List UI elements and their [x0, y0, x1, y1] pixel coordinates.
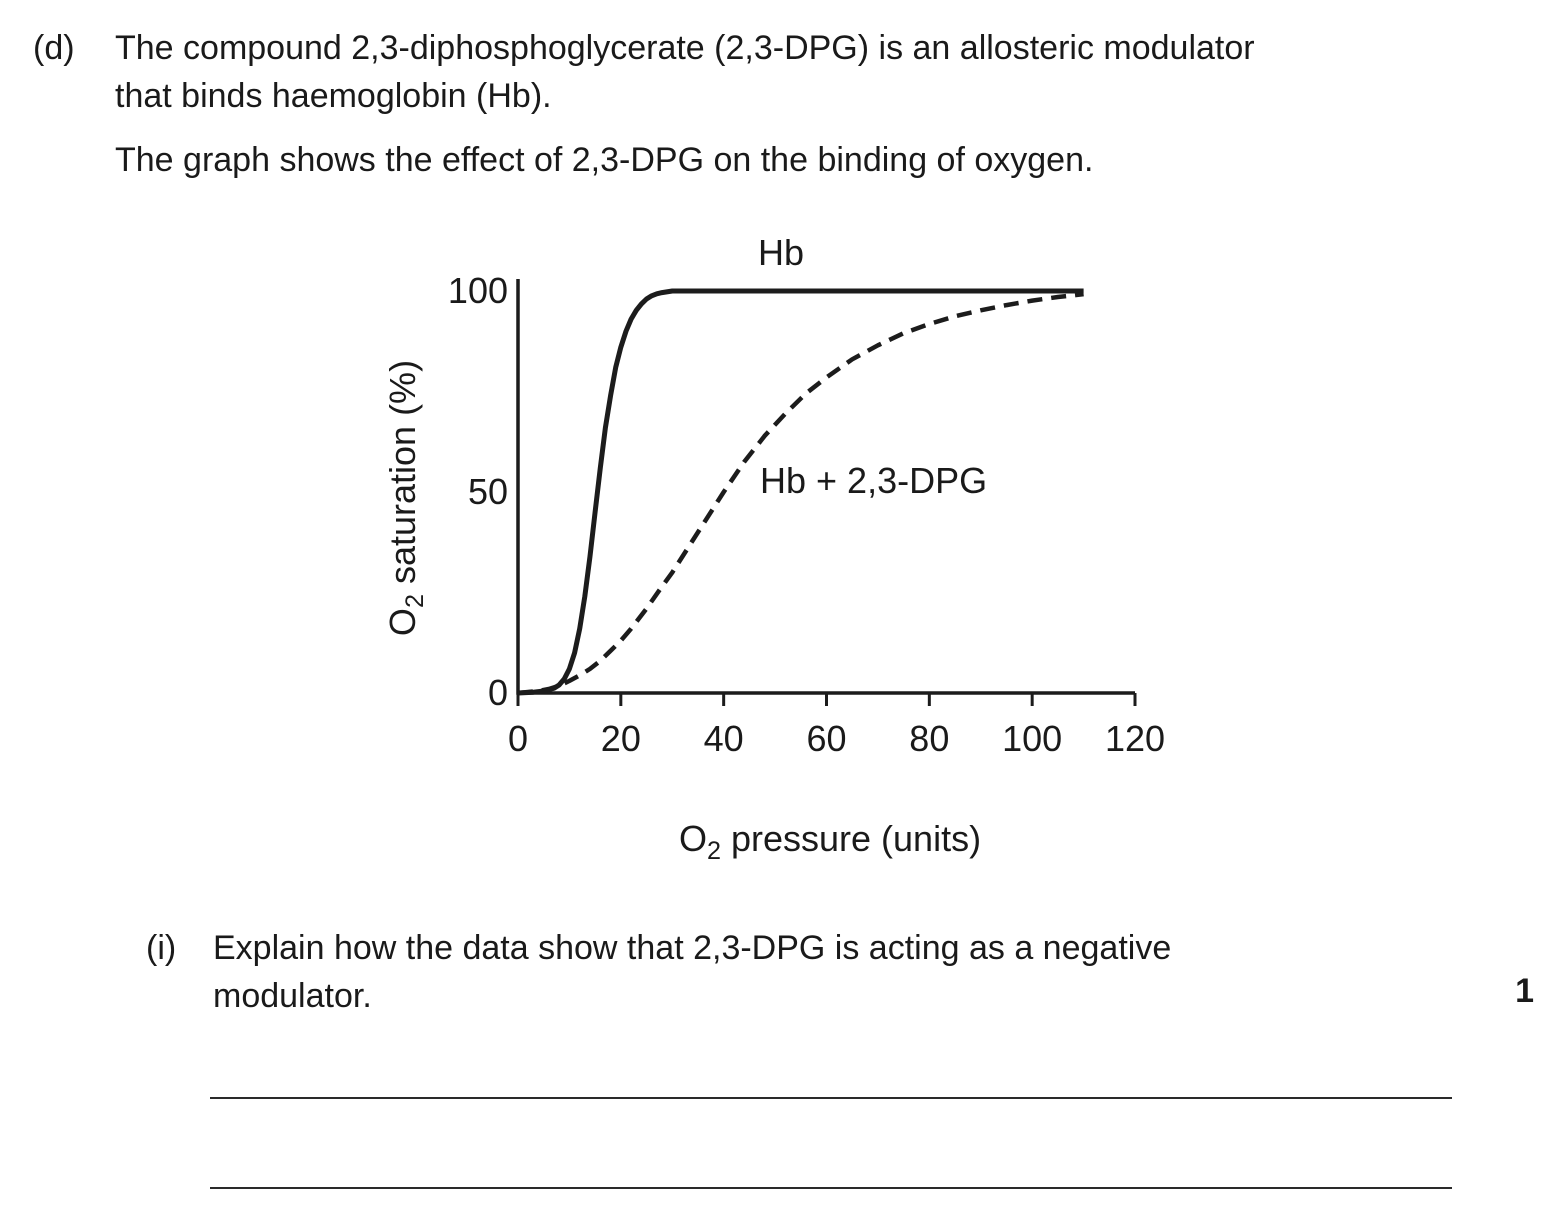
answer-line — [210, 1097, 1452, 1099]
x-axis-label: O2 pressure (units) — [678, 818, 982, 864]
question-intro-line-1: The compound 2,3-diphosphoglycerate (2,3… — [115, 29, 1255, 67]
x-axis-label-text: O — [678, 818, 707, 859]
y-tick-label: 50 — [467, 471, 508, 512]
subquestion-label: (i) — [146, 929, 177, 967]
question-part-label: (d) — [33, 29, 75, 67]
subquestion-line-2: modulator. — [213, 977, 372, 1015]
question-intro-line-2: that binds haemoglobin (Hb). — [115, 77, 552, 115]
x-axis-label-subscript: 2 — [706, 837, 721, 866]
x-tick-label: 20 — [600, 718, 641, 759]
subquestion-line-1: Explain how the data show that 2,3-DPG i… — [213, 929, 1172, 967]
y-axis-label-rest: saturation (%) — [382, 359, 423, 595]
graph-caption: The graph shows the effect of 2,3-DPG on… — [115, 141, 1094, 179]
marks-badge: 1 — [1515, 972, 1534, 1010]
x-tick-label: 80 — [909, 718, 950, 759]
oxygen-binding-chart: 0 20 40 60 80 100 120 0 50 100 O2 saturation (%) … — [380, 226, 1200, 881]
y-axis-label: O2 saturation (%) — [382, 359, 429, 637]
y-tick-label: 100 — [447, 270, 508, 311]
x-tick-label: 0 — [507, 718, 529, 759]
y-axis-label-subscript: 2 — [401, 594, 430, 609]
curve-label-hb-dpg: Hb + 2,3-DPG — [760, 460, 988, 501]
y-axis-label-text: O — [382, 608, 423, 637]
question-intro-text: The compound 2,3-diphosphoglycerate (2,3… — [115, 24, 1435, 120]
x-tick-label: 100 — [1002, 718, 1063, 759]
x-tick-label: 40 — [703, 718, 744, 759]
curve-label-hb: Hb — [758, 232, 805, 273]
x-tick-label: 60 — [806, 718, 847, 759]
subquestion-text: Explain how the data show that 2,3-DPG i… — [213, 924, 1313, 1020]
y-tick-label: 0 — [487, 672, 508, 713]
answer-line — [210, 1187, 1452, 1189]
x-axis-label-rest: pressure (units) — [720, 818, 982, 859]
chart-plot-area — [516, 279, 1137, 706]
x-tick-label: 120 — [1104, 718, 1166, 759]
